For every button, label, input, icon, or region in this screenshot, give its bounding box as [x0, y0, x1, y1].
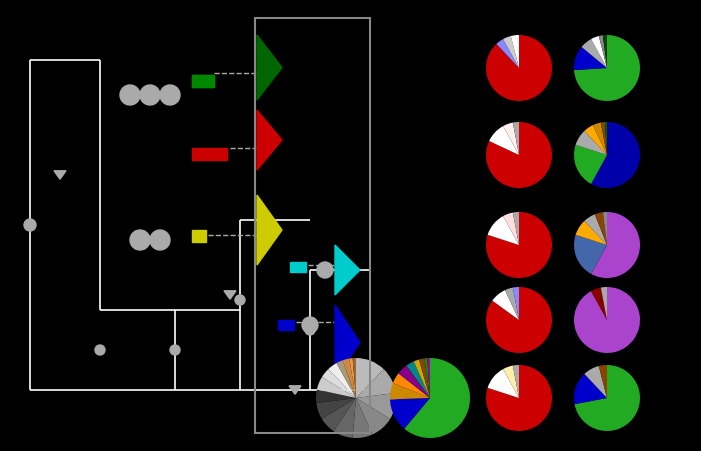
Circle shape [95, 345, 105, 355]
Wedge shape [488, 369, 519, 398]
Wedge shape [513, 365, 519, 398]
Circle shape [317, 262, 333, 278]
Wedge shape [419, 359, 430, 398]
Circle shape [170, 345, 180, 355]
Circle shape [302, 317, 318, 333]
Polygon shape [289, 386, 301, 394]
Wedge shape [513, 212, 519, 245]
Wedge shape [414, 359, 430, 398]
Bar [290, 262, 306, 272]
Wedge shape [603, 35, 607, 68]
Polygon shape [257, 35, 282, 100]
Wedge shape [356, 358, 383, 398]
Wedge shape [503, 366, 519, 398]
Wedge shape [585, 214, 607, 245]
Circle shape [235, 295, 245, 305]
Wedge shape [407, 361, 430, 398]
Wedge shape [603, 212, 607, 245]
Wedge shape [591, 288, 607, 320]
Wedge shape [322, 369, 356, 398]
Wedge shape [353, 398, 372, 438]
Wedge shape [328, 363, 356, 398]
Wedge shape [356, 398, 390, 434]
Wedge shape [599, 35, 607, 68]
Wedge shape [316, 390, 356, 403]
Wedge shape [574, 145, 607, 184]
Wedge shape [511, 35, 519, 68]
Wedge shape [591, 122, 640, 188]
Wedge shape [513, 122, 519, 155]
Wedge shape [489, 126, 519, 155]
Wedge shape [591, 36, 607, 68]
Wedge shape [356, 393, 396, 419]
Wedge shape [427, 358, 430, 398]
Polygon shape [335, 245, 360, 295]
Circle shape [140, 85, 160, 105]
Wedge shape [601, 287, 607, 320]
Wedge shape [503, 212, 519, 245]
Wedge shape [424, 358, 430, 398]
Wedge shape [575, 365, 640, 431]
Wedge shape [574, 35, 640, 101]
Circle shape [130, 230, 150, 250]
Wedge shape [390, 398, 430, 428]
Polygon shape [54, 171, 66, 179]
Bar [278, 320, 294, 330]
Wedge shape [488, 216, 519, 245]
Wedge shape [574, 287, 640, 353]
Wedge shape [582, 39, 607, 68]
Wedge shape [398, 366, 430, 398]
Wedge shape [576, 221, 607, 245]
Wedge shape [595, 212, 607, 245]
Wedge shape [316, 398, 356, 419]
Polygon shape [257, 195, 282, 265]
Wedge shape [574, 374, 607, 404]
Wedge shape [605, 122, 607, 155]
Wedge shape [404, 358, 470, 438]
Wedge shape [503, 36, 519, 68]
Wedge shape [599, 365, 607, 398]
Bar [192, 148, 227, 160]
Wedge shape [585, 366, 607, 398]
Wedge shape [486, 212, 552, 278]
Wedge shape [486, 287, 552, 353]
Wedge shape [336, 360, 356, 398]
Wedge shape [576, 131, 607, 155]
Circle shape [305, 325, 315, 335]
Wedge shape [492, 290, 519, 320]
Wedge shape [322, 398, 356, 431]
Wedge shape [601, 122, 607, 155]
Wedge shape [317, 377, 356, 398]
Wedge shape [593, 123, 607, 155]
Wedge shape [513, 287, 519, 320]
Circle shape [160, 85, 180, 105]
Wedge shape [349, 358, 356, 398]
Bar [255, 18, 370, 433]
Wedge shape [334, 398, 356, 438]
Circle shape [120, 85, 140, 105]
Bar [192, 75, 214, 87]
Wedge shape [591, 212, 640, 278]
Wedge shape [486, 35, 552, 101]
Wedge shape [574, 235, 607, 274]
Wedge shape [486, 122, 552, 188]
Wedge shape [496, 39, 519, 68]
Wedge shape [353, 358, 356, 398]
Wedge shape [390, 383, 430, 400]
Polygon shape [224, 291, 236, 299]
Wedge shape [343, 359, 356, 398]
Bar [192, 75, 214, 87]
Wedge shape [505, 288, 519, 320]
Wedge shape [393, 373, 430, 398]
Polygon shape [335, 305, 360, 380]
Wedge shape [574, 47, 607, 70]
Bar [192, 230, 206, 242]
Wedge shape [486, 365, 552, 431]
Circle shape [24, 219, 36, 231]
Circle shape [150, 230, 170, 250]
Wedge shape [356, 369, 395, 398]
Polygon shape [257, 110, 282, 170]
Wedge shape [585, 125, 607, 155]
Wedge shape [503, 123, 519, 155]
